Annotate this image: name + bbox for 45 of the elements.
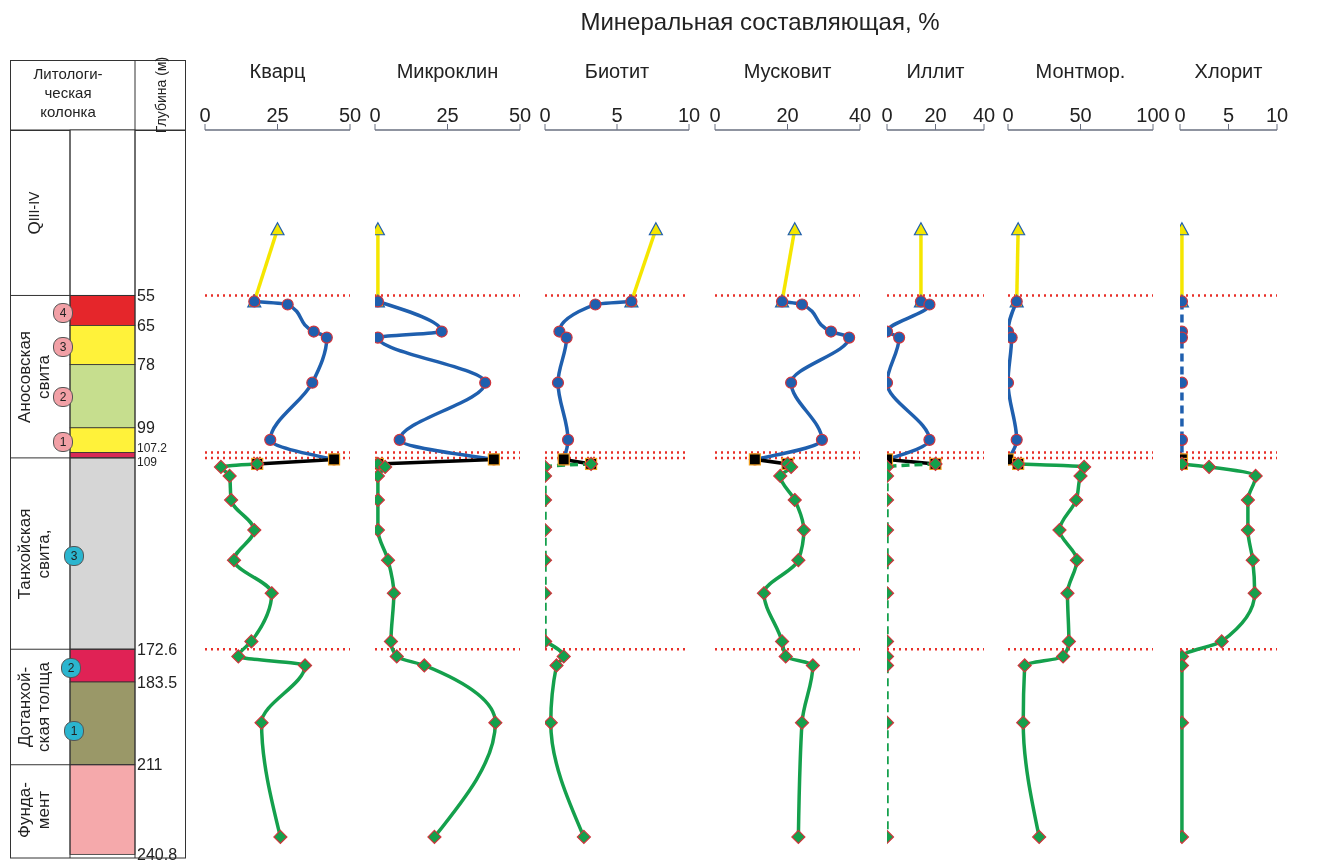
x-tick-label: 5 <box>611 104 623 126</box>
x-tick-label: 0 <box>1174 104 1186 126</box>
x-axis-title: Хлорит <box>1193 60 1264 83</box>
x-tick-label: 100 <box>1136 104 1170 126</box>
text: Танхойская свита, <box>14 507 54 601</box>
x-axis-title: Иллит <box>905 60 966 83</box>
x-axis-title: Биотит <box>583 60 651 83</box>
x-tick-label: 50 <box>338 104 362 126</box>
x-tick-label: 25 <box>266 104 289 126</box>
y-tick-label: 109 <box>137 454 158 469</box>
x-tick-label: 0 <box>539 104 551 126</box>
text: Фунда- мент <box>14 780 54 840</box>
x-tick-label: 0 <box>199 104 211 126</box>
y-tick-label: 211 <box>137 756 163 774</box>
x-axis-title: Монтмор. <box>1034 60 1127 83</box>
x-tick-label: 50 <box>1069 104 1092 126</box>
y-tick-label: 107.2 <box>137 441 168 456</box>
x-tick-label: 40 <box>848 104 872 126</box>
x-axis-title: Кварц <box>248 60 307 83</box>
y-tick-label: 55 <box>137 286 155 304</box>
text: Аносовская свита <box>14 329 54 425</box>
x-axis-title: Мусковит <box>742 60 833 83</box>
y-tick-label: 240.8 <box>137 845 178 861</box>
x-tick-label: 40 <box>972 104 996 126</box>
x-axis-title: Микроклин <box>395 60 500 83</box>
x-tick-label: 0 <box>369 104 381 126</box>
chart-title: Минеральная составляющая, % <box>579 8 941 36</box>
x-tick-label: 20 <box>776 104 799 126</box>
x-tick-label: 25 <box>436 104 459 126</box>
x-tick-label: 0 <box>881 104 893 126</box>
x-tick-label: 0 <box>709 104 721 126</box>
text: Дотанхой- ская толща <box>14 661 54 754</box>
y-axis-title: Глубина (м) <box>153 55 170 136</box>
x-tick-label: 20 <box>924 104 947 126</box>
y-tick-label: 99 <box>137 419 155 437</box>
text: Литологи- ческая колонка <box>32 64 104 121</box>
y-tick-label: 172.6 <box>137 640 178 658</box>
x-tick-label: 0 <box>1002 104 1014 126</box>
y-tick-label: 65 <box>137 317 155 335</box>
y-tick-label: 183.5 <box>137 673 178 691</box>
x-tick-label: 10 <box>1265 104 1289 126</box>
x-tick-label: 10 <box>677 104 701 126</box>
y-tick-label: 78 <box>137 356 155 374</box>
x-tick-label: 5 <box>1222 104 1235 126</box>
x-tick-label: 50 <box>508 104 532 126</box>
